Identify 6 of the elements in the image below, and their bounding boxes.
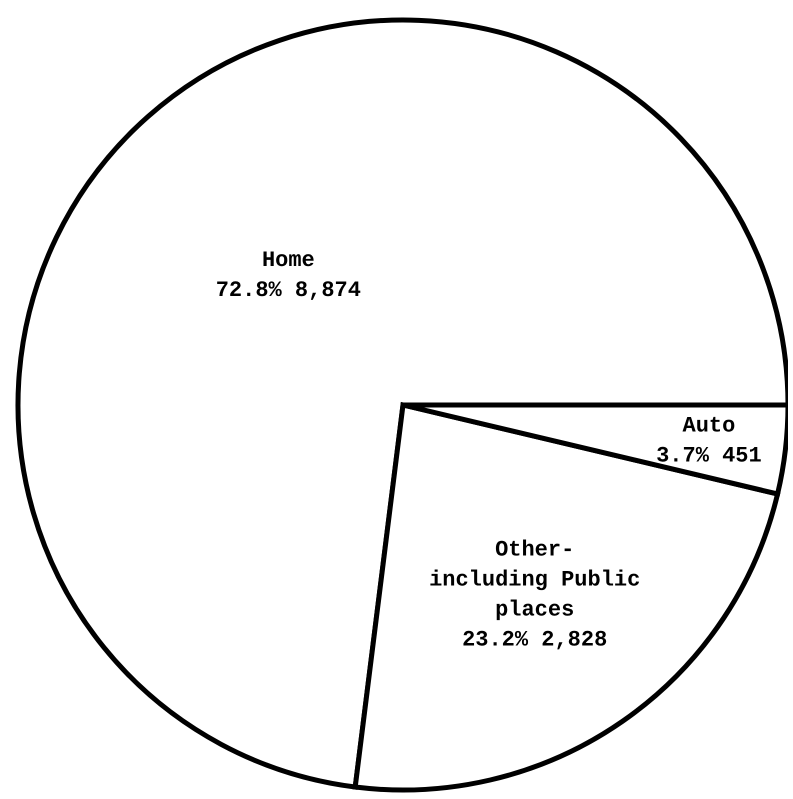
slice-label: Home [262, 248, 315, 273]
text: 72.8% 8,874 [216, 278, 361, 303]
text: 3.7% 451 [656, 444, 762, 469]
slice-label: Other-including Public places [429, 538, 640, 623]
text: 23.2% 2,828 [462, 628, 608, 653]
slice-label: Auto [682, 414, 736, 439]
